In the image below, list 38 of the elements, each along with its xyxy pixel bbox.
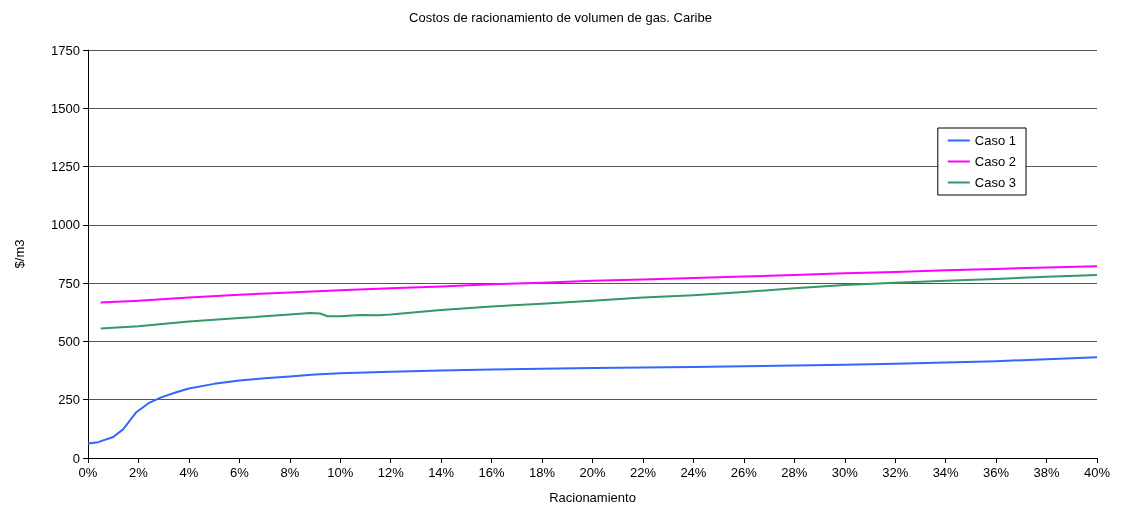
x-tick-label: 36% [983, 465, 1010, 480]
line-series [87, 356, 1098, 445]
line-series [99, 265, 1098, 304]
x-tick-label: 40% [1083, 465, 1111, 480]
x-tick-label: 6% [229, 465, 250, 480]
x-tick-label: 20% [579, 465, 606, 480]
line-series [99, 273, 1098, 330]
y-tick-label: 1500 [51, 100, 80, 116]
x-tick-label: 24% [680, 465, 707, 480]
x-axis-title: Racionamiento [549, 490, 636, 505]
x-tick-label: 14% [428, 465, 455, 480]
y-tick-label: 1250 [51, 159, 80, 175]
y-tick-label: 750 [58, 275, 80, 291]
legend-label: Caso 1 [974, 133, 1017, 148]
x-tick-label: 8% [280, 465, 300, 480]
chart-title: Costos de racionamiento de volumen de gas. Caribe [409, 10, 712, 25]
y-tick-label: 250 [58, 392, 80, 408]
x-tick-label: 4% [179, 465, 199, 480]
x-tick-label: 38% [1033, 465, 1060, 480]
x-tick-label: 22% [629, 465, 657, 480]
legend-label: Caso 2 [974, 154, 1017, 169]
x-tick-label: 34% [932, 465, 960, 480]
x-tick-label: 28% [781, 465, 808, 480]
x-tick-label: 18% [529, 465, 556, 480]
y-tick-label: 500 [58, 333, 80, 349]
x-tick-label: 32% [882, 465, 909, 480]
x-tick-label: 2% [129, 465, 149, 480]
x-tick-label: 26% [730, 465, 758, 480]
y-tick-label: 0 [72, 450, 80, 466]
x-tick-label: 16% [478, 465, 506, 480]
x-tick-label: 10% [327, 465, 354, 480]
x-tick-label: 12% [377, 465, 405, 480]
y-tick-label: 1750 [51, 42, 80, 58]
y-axis-title: $/m3 [12, 239, 27, 269]
legend-label: Caso 3 [974, 175, 1017, 190]
y-tick-label: 1000 [51, 217, 80, 233]
x-tick-label: 0% [78, 465, 98, 480]
x-tick-label: 30% [831, 465, 859, 480]
